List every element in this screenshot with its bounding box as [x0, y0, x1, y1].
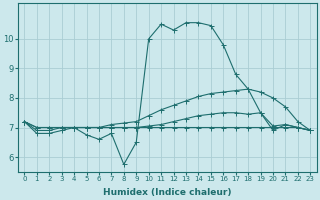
X-axis label: Humidex (Indice chaleur): Humidex (Indice chaleur) [103, 188, 232, 197]
